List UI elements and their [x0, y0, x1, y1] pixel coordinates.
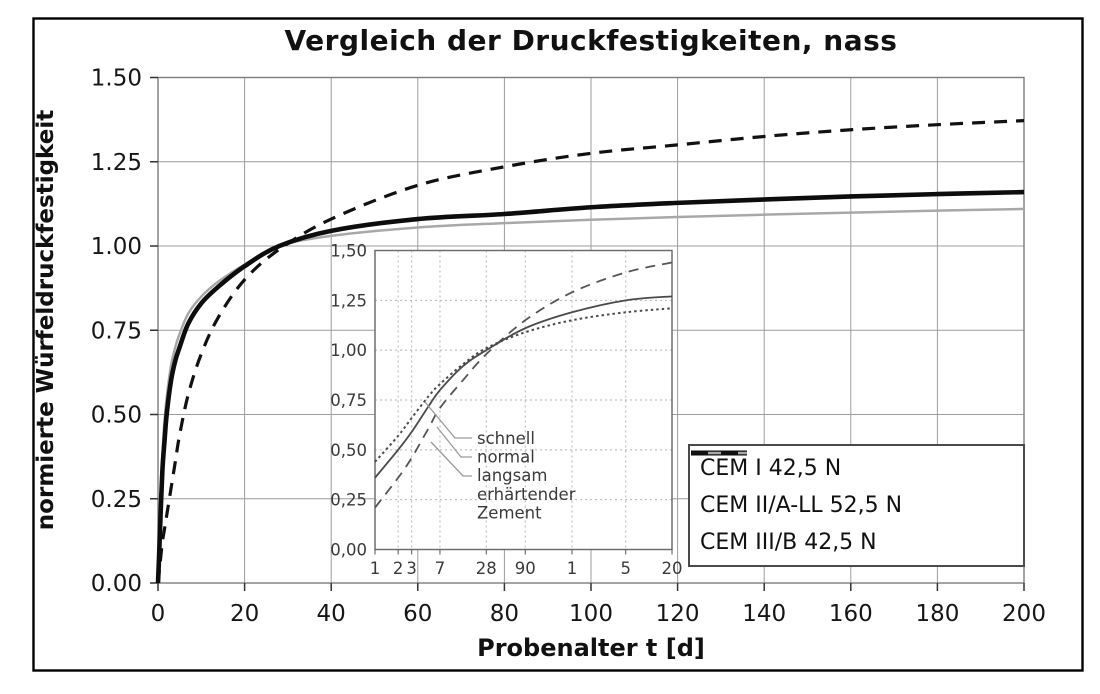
- x-tick-label: 160: [829, 601, 873, 627]
- inset-x-tick-label: 1: [370, 559, 381, 578]
- inset-y-tick-label: 0,50: [330, 441, 367, 460]
- annotation-leader-line: [424, 401, 472, 439]
- inset-chart: 1 2 3 7 28 90 1 5 201,501,251,000,750,500,250,00: [330, 242, 682, 579]
- x-tick-label: 40: [317, 601, 346, 627]
- y-tick-label: 1.00: [91, 234, 142, 260]
- inset-annotation-label: langsam: [477, 466, 547, 485]
- inset-x-tick-label: 5: [620, 559, 631, 578]
- legend-box: CEM I 42,5 N CEM II/A-LL 52,5 N CEM III/B …: [688, 444, 1025, 567]
- chart-title: Vergleich der Druckfestigkeiten, nass: [284, 24, 898, 57]
- series-CEM-I-42-5-N: [155, 189, 1025, 584]
- x-tick-label: 140: [742, 601, 786, 627]
- inset-y-tick-label: 0,00: [330, 541, 367, 560]
- inset-annotation-label: normal: [477, 448, 535, 467]
- x-tick-label: 200: [1002, 601, 1046, 627]
- inset-x-tick-label: 3: [406, 559, 417, 578]
- y-tick-label: 1.50: [91, 66, 142, 92]
- inset-y-tick-label: 1,25: [330, 291, 367, 310]
- inset-border: [374, 249, 673, 551]
- inset-y-tick-label: 0,25: [330, 491, 367, 510]
- main-ticks: 1.50 1.25 1.00 0.75 0.50 0.25 0.00 0 20 40 60 80 100…: [91, 66, 1046, 628]
- y-tick-label: 0.25: [91, 487, 142, 513]
- legend-label: CEM III/B 42,5 N: [700, 530, 877, 555]
- x-tick-label: 60: [403, 601, 432, 627]
- x-tick-label: 0: [151, 601, 166, 627]
- y-tick-label: 0.50: [91, 403, 142, 429]
- y-tick-label: 1.25: [91, 150, 142, 176]
- legend-label: CEM II/A-LL 52,5 N: [700, 493, 903, 518]
- figure-border: [32, 17, 1084, 672]
- legend-item: CEM II/A-LL 52,5 N: [691, 451, 1019, 518]
- inset-annotation-label: schnell: [477, 429, 535, 448]
- inset-series-dotted: [374, 307, 673, 463]
- main-curves: [155, 119, 1025, 584]
- x-tick-label: 120: [656, 601, 700, 627]
- inset-x-tick-label: 20: [662, 559, 683, 578]
- legend-item: CEM I 42,5 N: [691, 450, 1019, 481]
- x-tick-label: 20: [230, 601, 259, 627]
- y-axis-title: normierte Würfeldruckfestigkeit: [33, 109, 59, 531]
- inset-x-tick-label: 1: [567, 559, 578, 578]
- inset-y-tick-label: 1,50: [330, 242, 367, 261]
- legend-label: CEM I 42,5 N: [700, 456, 842, 481]
- y-tick-label: 0.75: [91, 318, 142, 344]
- x-tick-label: 180: [915, 601, 959, 627]
- x-tick-label: 80: [490, 601, 519, 627]
- inset-series-solid: [374, 295, 673, 479]
- annotation-leader-line: [436, 426, 472, 458]
- y-tick-label: 0.00: [91, 571, 142, 597]
- inset-x-tick-label: 2: [393, 559, 404, 578]
- x-tick-label: 100: [569, 601, 613, 627]
- inset-annotation-label: erhärtender: [477, 485, 576, 504]
- annotation-leader-line: [430, 441, 472, 477]
- inset-x-tick-label: 28: [476, 559, 497, 578]
- x-axis-title: Probenalter t [d]: [477, 634, 705, 662]
- inset-y-tick-label: 0,75: [330, 391, 367, 410]
- inset-y-tick-label: 1,00: [330, 341, 367, 360]
- inset-annotation-label: Zement: [477, 503, 542, 522]
- legend-line-sample: [691, 451, 747, 455]
- inset-x-tick-label: 90: [515, 559, 536, 578]
- inset-x-tick-label: 7: [435, 559, 446, 578]
- inset-series-dashed: [374, 261, 673, 509]
- legend-item: CEM III/B 42,5 N: [691, 451, 1019, 555]
- series-CEM-III-B-42-5-N: [156, 119, 1025, 584]
